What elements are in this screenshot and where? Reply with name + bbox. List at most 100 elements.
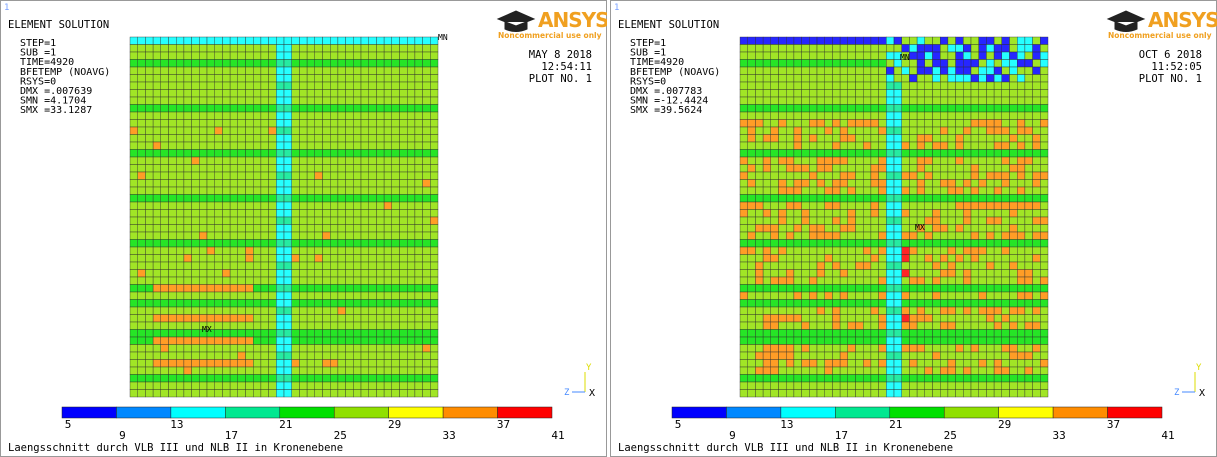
mesh-cell [229, 306, 239, 315]
mesh-cell [152, 111, 162, 120]
mesh-cell [1024, 366, 1033, 375]
mesh-cell [1001, 59, 1010, 68]
mesh-cell [276, 351, 285, 360]
mesh-cell [739, 74, 748, 83]
mesh-cell [322, 156, 331, 165]
mesh-cell [422, 156, 431, 165]
mesh-cell [809, 134, 818, 143]
mesh-cell [870, 306, 879, 315]
mesh-cell [145, 104, 154, 113]
mesh-cell [145, 119, 154, 128]
mesh-cell [739, 194, 748, 203]
mesh-cell [360, 126, 369, 135]
mesh-cell [276, 126, 285, 135]
mesh-cell [739, 179, 748, 188]
mesh-cell [855, 381, 864, 390]
mesh-cell [399, 194, 408, 203]
mesh-cell [1017, 276, 1026, 285]
mesh-cell [414, 291, 423, 300]
mesh-cell [407, 119, 416, 128]
time: 11:52:05 [1151, 61, 1202, 73]
mesh-cell [160, 336, 169, 345]
mesh-cell [978, 104, 987, 113]
mesh-cell [268, 239, 277, 248]
mesh-cell [762, 329, 772, 338]
mesh-cell [970, 306, 979, 315]
mesh-cell [422, 81, 431, 90]
mesh-cell [268, 209, 277, 218]
mesh-cell [809, 314, 818, 323]
logo-cap [1106, 10, 1146, 32]
mesh-cell [168, 96, 177, 105]
mesh-cell [832, 344, 841, 353]
mesh-cell [785, 134, 795, 143]
mesh-cell [839, 96, 849, 105]
mesh-cell [955, 104, 964, 113]
mesh-cell [1024, 224, 1033, 233]
mesh-cell [430, 381, 439, 390]
mesh-cell [909, 149, 918, 158]
mesh-cell [816, 344, 825, 353]
mesh-cell [932, 201, 941, 210]
mesh-cell [809, 254, 818, 263]
mesh-cell [268, 329, 277, 338]
mesh-cell [237, 134, 246, 143]
mesh-cell [353, 224, 362, 233]
mesh-cell [1017, 126, 1026, 135]
mesh-cell [276, 96, 285, 105]
mesh-cell [870, 51, 879, 60]
mesh-cell [330, 359, 339, 368]
mesh-cell [916, 74, 926, 83]
mesh-cell [206, 389, 215, 398]
mesh-cell [345, 134, 354, 143]
mesh-cell [847, 164, 856, 173]
mesh-cell [963, 336, 972, 345]
mesh-cell [878, 329, 887, 338]
mesh-cell [932, 119, 941, 128]
mesh-cell [762, 51, 772, 60]
mesh-cell [353, 314, 362, 323]
mesh-cell [299, 44, 308, 53]
mesh-cell [839, 381, 849, 390]
mesh-cell [955, 314, 964, 323]
mesh-cell [1009, 59, 1018, 68]
mesh-cell [252, 389, 262, 398]
mesh-cell [886, 329, 895, 338]
mesh-cell [368, 149, 377, 158]
mesh-cell [955, 44, 964, 53]
mesh-cell [762, 276, 772, 285]
mesh-cell [793, 269, 802, 278]
mesh-cell [376, 344, 385, 353]
mesh-cell [222, 179, 231, 188]
mesh-cell [1024, 171, 1033, 180]
mesh-cell [237, 156, 246, 165]
mesh-cell [175, 44, 185, 53]
mesh-cell [1009, 149, 1018, 158]
mesh-cell [878, 381, 887, 390]
mesh-cell [1009, 381, 1018, 390]
mesh-cell [824, 119, 833, 128]
mesh-cell [886, 284, 895, 293]
mesh-cell [893, 351, 902, 360]
mesh-cell [199, 336, 208, 345]
mesh-cell [268, 104, 277, 113]
mesh-cell [901, 276, 910, 285]
mesh-cell [422, 284, 431, 293]
mesh-cell [932, 156, 941, 165]
mesh-cell [383, 246, 393, 255]
mesh-cell [314, 359, 323, 368]
mesh-cell [214, 351, 223, 360]
legend-swatch [279, 406, 335, 419]
mesh-cell [175, 111, 185, 120]
mesh-cell [376, 111, 385, 120]
mesh-cell [345, 261, 354, 270]
mesh-cell [129, 366, 138, 375]
mesh-cell [855, 171, 864, 180]
mesh-cell [778, 329, 787, 338]
mesh-cell [824, 329, 833, 338]
mesh-cell [214, 276, 223, 285]
mesh-cell [955, 284, 964, 293]
mesh-cell [755, 164, 764, 173]
mesh-cell [893, 134, 902, 143]
mesh-cell [801, 284, 810, 293]
